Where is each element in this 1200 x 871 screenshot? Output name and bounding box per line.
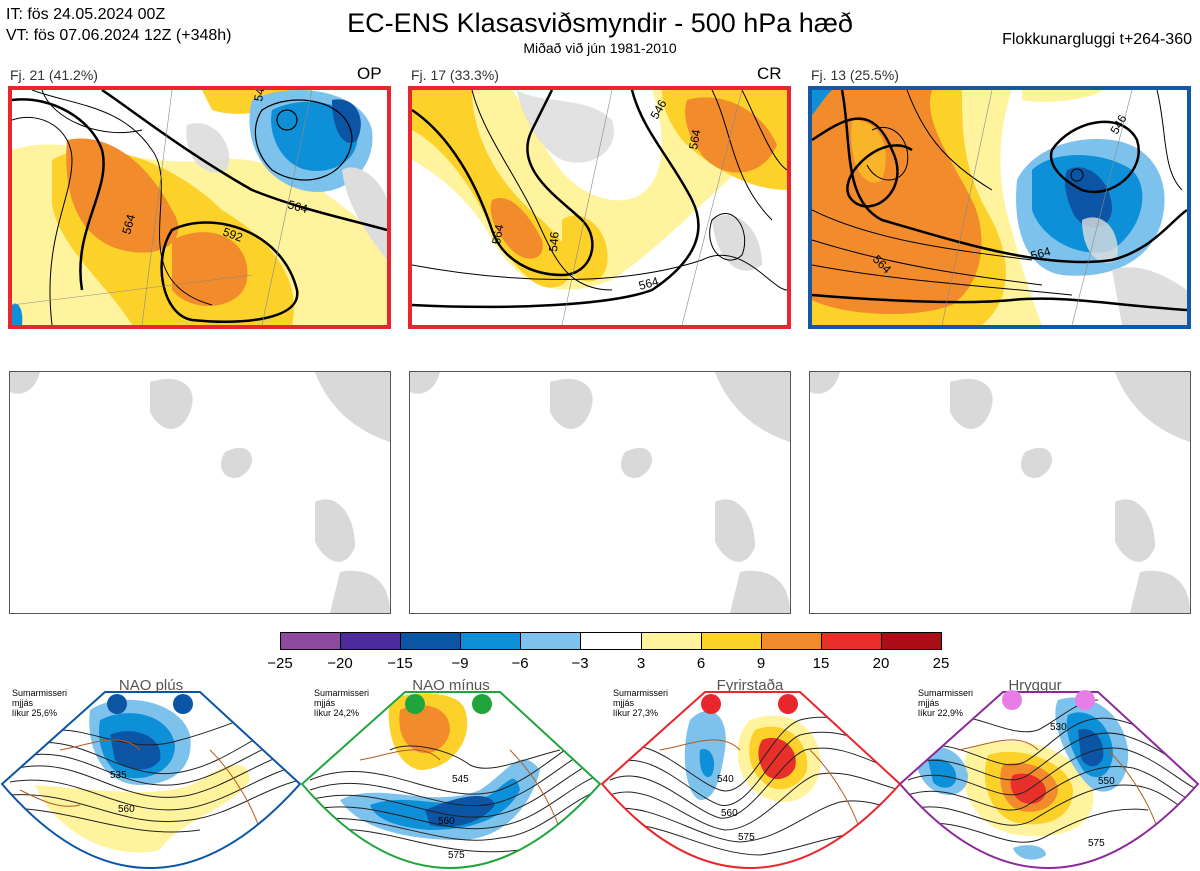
anomaly-map-2: [409, 371, 791, 614]
regime-1-title: NAO plús: [118, 677, 184, 694]
cluster-2-contour-564b: 564: [637, 274, 660, 293]
regime-3-stats: Sumarmisseri mjjás líkur 27,3%: [613, 688, 668, 718]
colorbar-tick: −25: [267, 655, 293, 672]
colorbar-bin: [281, 633, 342, 649]
regime-4-contour-530: 530: [1050, 722, 1067, 733]
colorbar-bin: [521, 633, 582, 649]
colorbar-tick: −9: [451, 655, 469, 672]
regime-3-dot: [701, 694, 721, 714]
regime-3-avg: mjjás: [613, 698, 635, 708]
regime-1-dot: [173, 694, 193, 714]
regime-3-contour-575: 575: [738, 832, 755, 843]
cluster-1-contour-564: 564: [119, 212, 138, 235]
colorbar-bin: [701, 633, 762, 649]
cluster-1-label: Fj. 21 (41.2%): [10, 67, 98, 83]
regime-4-prob: líkur 22,9%: [918, 708, 964, 718]
regime-2-map: 545 560 575: [300, 691, 602, 870]
regime-3-contour-560: 560: [721, 808, 738, 819]
regime-1-season: Sumarmisseri: [12, 688, 68, 698]
regime-2-stats: Sumarmisseri mjjás líkur 24,2%: [314, 688, 369, 718]
regime-1-avg: mjjás: [12, 698, 34, 708]
regime-4-stats: Sumarmisseri mjjás líkur 22,9%: [918, 688, 973, 718]
cluster-3-map: 564 564 546: [808, 86, 1191, 329]
cluster-1-contour-546: 546: [251, 90, 268, 103]
regime-1-prob: líkur 25,6%: [12, 708, 58, 718]
regime-4-title: Hryggur: [1008, 677, 1062, 694]
colorbar-bin: [641, 633, 702, 649]
valid-time: VT: fös 07.06.2024 12Z (+348h): [6, 27, 232, 44]
cluster-2-tag: CR: [757, 64, 782, 83]
regime-4-season: Sumarmisseri: [918, 688, 974, 698]
regime-4-dot: [1002, 690, 1022, 710]
regime-4-dot: [1075, 690, 1095, 710]
colorbar-bin: [401, 633, 462, 649]
regime-4-contour-575: 575: [1088, 838, 1105, 849]
regime-3-map: 540 560 575: [600, 691, 902, 870]
cluster-2-contour-564c: 564: [686, 128, 703, 150]
cluster-3-label: Fj. 13 (25.5%): [811, 67, 899, 83]
cluster-3-contour-564b: 564: [1029, 244, 1052, 263]
regime-2-season: Sumarmisseri: [314, 688, 370, 698]
colorbar-tick: −15: [387, 655, 413, 672]
anomaly-map-1: [9, 371, 391, 614]
colorbar-tick: −6: [511, 655, 529, 672]
cluster-1-tag: OP: [357, 64, 382, 83]
regime-2-contour-575: 575: [448, 850, 465, 861]
regime-2-dot: [405, 694, 425, 714]
regime-2-avg: mjjás: [314, 698, 336, 708]
regime-4-avg: mjjás: [918, 698, 940, 708]
colorbar-tick: 6: [696, 655, 706, 672]
page-title: EC-ENS Klasasviðsmyndir - 500 hPa hæð: [347, 8, 853, 38]
regime-2-title: NAO mínus: [412, 677, 490, 694]
regime-1-contour-560: 560: [118, 804, 135, 815]
regime-2-prob: líkur 24,2%: [314, 708, 360, 718]
anomaly-map-3: [809, 371, 1191, 614]
colorbar-bin: [581, 633, 642, 649]
colorbar-tick: 25: [932, 655, 950, 672]
regime-2-contour-560: 560: [438, 816, 455, 827]
cluster-2-contour-546: 546: [546, 231, 562, 252]
cluster-1-contour-592: 592: [221, 225, 245, 245]
regime-4-map: 530 550 575: [898, 691, 1200, 870]
colorbar-bin: [881, 633, 942, 649]
init-time: IT: fös 24.05.2024 00Z: [6, 6, 166, 23]
cluster-1-contour-564b: 564: [286, 197, 309, 216]
regime-3-season: Sumarmisseri: [613, 688, 669, 698]
regime-4-contour-550: 550: [1098, 776, 1115, 787]
regime-1-contour-535: 535: [110, 770, 127, 781]
regime-1-stats: Sumarmisseri mjjás líkur 25,6%: [12, 688, 67, 718]
cluster-window: Flokkunargluggi t+264-360: [1002, 31, 1192, 48]
regime-1-dot: [107, 694, 127, 714]
regime-1-map: 535 560: [0, 691, 302, 870]
colorbar-tick: −20: [327, 655, 353, 672]
colorbar: [280, 632, 942, 650]
colorbar-bin: [341, 633, 402, 649]
colorbar-tick: 3: [636, 655, 646, 672]
colorbar-bin: [821, 633, 882, 649]
cluster-2-map: 564 546 564 546 564: [408, 86, 791, 329]
cluster-2-contour-564: 564: [489, 223, 506, 245]
regime-3-title: Fyrirstaða: [716, 677, 784, 694]
colorbar-tick: 15: [812, 655, 830, 672]
colorbar-bin: [461, 633, 522, 649]
page-subtitle: Miðað við jún 1981-2010: [523, 40, 677, 56]
colorbar-tick: 9: [756, 655, 766, 672]
regime-3-dot: [778, 694, 798, 714]
cluster-2-label: Fj. 17 (33.3%): [411, 67, 499, 83]
regime-3-prob: líkur 27,3%: [613, 708, 659, 718]
colorbar-bin: [761, 633, 822, 649]
regime-3-contour-540: 540: [717, 774, 734, 785]
run-info: IT: fös 24.05.2024 00Z VT: fös 07.06.202…: [6, 4, 231, 46]
cluster-1-map: 564 592 546 564: [8, 86, 391, 329]
regime-2-dot: [472, 694, 492, 714]
colorbar-tick: 20: [872, 655, 890, 672]
colorbar-tick: −3: [571, 655, 589, 672]
regime-2-contour-545: 545: [452, 774, 469, 785]
